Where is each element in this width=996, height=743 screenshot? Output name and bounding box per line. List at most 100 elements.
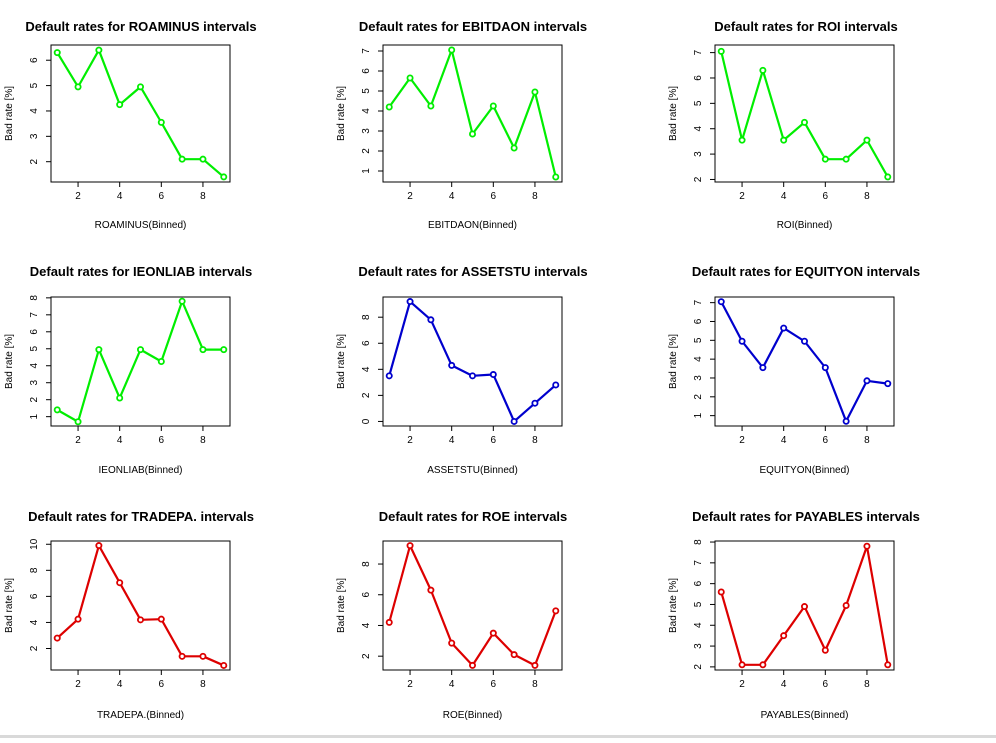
data-point	[821, 155, 829, 163]
x-tick-label: 6	[823, 435, 829, 446]
series-line-segment	[56, 618, 80, 640]
chart-panel: Default rates for IEONLIAB intervals 2 4 6 8…	[4, 264, 252, 476]
data-point	[95, 346, 103, 354]
series-line-segment	[845, 379, 869, 423]
x-axis-label: ROAMINUS(Binned)	[95, 220, 187, 231]
data-point	[385, 618, 393, 626]
x-tick-label: 6	[159, 191, 165, 202]
plot-frame	[714, 540, 895, 671]
x-tick-label: 4	[117, 435, 123, 446]
data-point	[738, 337, 746, 345]
data-point	[136, 616, 144, 624]
data-point	[510, 417, 518, 425]
data-point	[489, 102, 497, 110]
x-tick-label: 4	[117, 191, 123, 202]
data-point	[884, 173, 892, 181]
series-line-segment	[160, 300, 184, 363]
data-point	[468, 661, 476, 669]
data-point	[427, 316, 435, 324]
x-tick-label: 2	[739, 435, 745, 446]
data-point	[427, 586, 435, 594]
series-line-segment	[533, 90, 557, 179]
data-point	[489, 629, 497, 637]
x-tick-label: 8	[200, 435, 206, 446]
y-tick-label: 1	[361, 168, 372, 174]
series-line-segment	[160, 618, 184, 658]
series-line-segment	[118, 581, 142, 621]
data-point	[510, 144, 518, 152]
y-tick-label: 2	[693, 176, 704, 182]
data-point	[863, 542, 871, 550]
data-point	[220, 173, 228, 181]
x-axis-label: ASSETSTU(Binned)	[427, 465, 518, 476]
y-axis-label: Bad rate [%]	[4, 86, 15, 141]
x-axis-label: ROE(Binned)	[443, 710, 502, 721]
data-point	[220, 346, 228, 354]
y-tick-label: 6	[361, 68, 372, 74]
y-tick-label: 5	[693, 100, 704, 106]
data-point	[427, 102, 435, 110]
series-line-segment	[56, 51, 80, 88]
series-line-segment	[845, 545, 869, 607]
series-line-segment	[803, 340, 827, 369]
data-point	[95, 542, 103, 550]
series-line-segment	[429, 48, 453, 108]
data-point	[510, 651, 518, 659]
data-point	[385, 372, 393, 380]
data-point	[74, 83, 82, 91]
x-tick-label: 8	[864, 191, 870, 202]
series-line-segment	[492, 373, 516, 423]
data-point	[448, 46, 456, 54]
data-point	[53, 634, 61, 642]
data-point	[178, 297, 186, 305]
series-line-segment	[865, 379, 889, 385]
series-line-segment	[533, 383, 557, 405]
y-tick-label: 6	[361, 340, 372, 346]
y-axis-label: Bad rate [%]	[4, 334, 15, 389]
data-point	[53, 49, 61, 57]
data-point	[531, 399, 539, 407]
series-line-segment	[513, 653, 537, 667]
data-point	[406, 542, 414, 550]
data-point	[801, 603, 809, 611]
data-point	[136, 346, 144, 354]
y-tick-label: 4	[693, 126, 704, 132]
data-point	[738, 661, 746, 669]
x-tick-label: 2	[407, 435, 413, 446]
data-point	[178, 155, 186, 163]
data-point	[178, 652, 186, 660]
x-tick-label: 6	[491, 435, 497, 446]
y-tick-label: 2	[29, 158, 40, 164]
x-tick-label: 6	[491, 679, 497, 690]
series-line-segment	[139, 348, 163, 363]
y-tick-label: 3	[693, 643, 704, 649]
x-tick-label: 4	[781, 191, 787, 202]
y-axis-label: Bad rate [%]	[668, 86, 679, 141]
data-point	[842, 602, 850, 610]
data-point	[95, 46, 103, 54]
x-tick-label: 2	[75, 679, 81, 690]
data-point	[136, 83, 144, 91]
data-point	[157, 118, 165, 126]
y-tick-label: 7	[693, 299, 704, 305]
data-point	[448, 361, 456, 369]
series-line-segment	[803, 121, 827, 161]
data-point	[717, 588, 725, 596]
series-line-segment	[76, 48, 100, 88]
x-tick-label: 4	[449, 679, 455, 690]
data-point	[53, 406, 61, 414]
x-axis-label: IEONLIAB(Binned)	[99, 465, 183, 476]
series-line-segment	[492, 104, 516, 150]
chart-panel: Default rates for ROAMINUS intervals 2 4 6 8…	[4, 19, 257, 231]
series-line-segment	[513, 402, 537, 423]
data-point	[717, 298, 725, 306]
series-line-segment	[76, 348, 100, 423]
y-tick-label: 7	[29, 312, 40, 318]
series-line-segment	[824, 604, 848, 652]
data-point	[552, 607, 560, 615]
series-line-segment	[740, 340, 764, 369]
chart-title: Default rates for EQUITYON intervals	[692, 264, 920, 279]
page-bottom-border	[0, 735, 996, 738]
series-line-segment	[429, 318, 453, 367]
y-tick-label: 7	[693, 560, 704, 566]
